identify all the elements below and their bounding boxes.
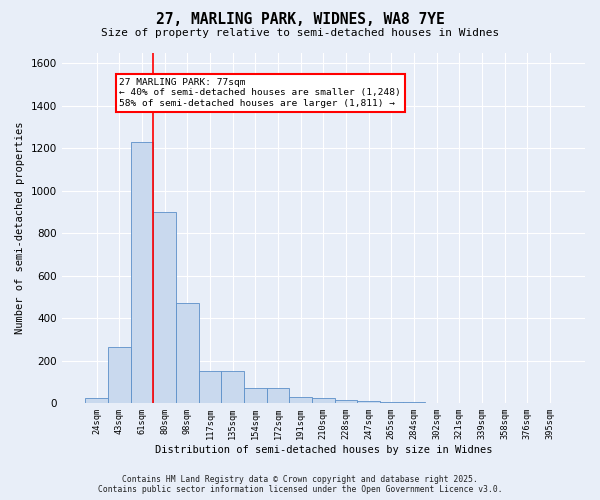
Bar xyxy=(131,142,154,403)
Bar xyxy=(244,388,266,403)
Bar xyxy=(154,212,176,403)
Bar xyxy=(176,303,199,403)
Bar xyxy=(335,400,358,403)
Bar xyxy=(199,371,221,403)
Bar xyxy=(312,398,335,403)
Bar xyxy=(358,401,380,403)
Bar xyxy=(266,388,289,403)
Bar xyxy=(108,347,131,403)
Y-axis label: Number of semi-detached properties: Number of semi-detached properties xyxy=(15,122,25,334)
Bar xyxy=(403,402,425,403)
Text: Contains HM Land Registry data © Crown copyright and database right 2025.
Contai: Contains HM Land Registry data © Crown c… xyxy=(98,474,502,494)
Text: 27 MARLING PARK: 77sqm
← 40% of semi-detached houses are smaller (1,248)
58% of : 27 MARLING PARK: 77sqm ← 40% of semi-det… xyxy=(119,78,401,108)
Text: Size of property relative to semi-detached houses in Widnes: Size of property relative to semi-detach… xyxy=(101,28,499,38)
Bar xyxy=(221,371,244,403)
Text: 27, MARLING PARK, WIDNES, WA8 7YE: 27, MARLING PARK, WIDNES, WA8 7YE xyxy=(155,12,445,28)
Bar xyxy=(380,402,403,403)
X-axis label: Distribution of semi-detached houses by size in Widnes: Distribution of semi-detached houses by … xyxy=(155,445,492,455)
Bar xyxy=(289,396,312,403)
Bar xyxy=(85,398,108,403)
